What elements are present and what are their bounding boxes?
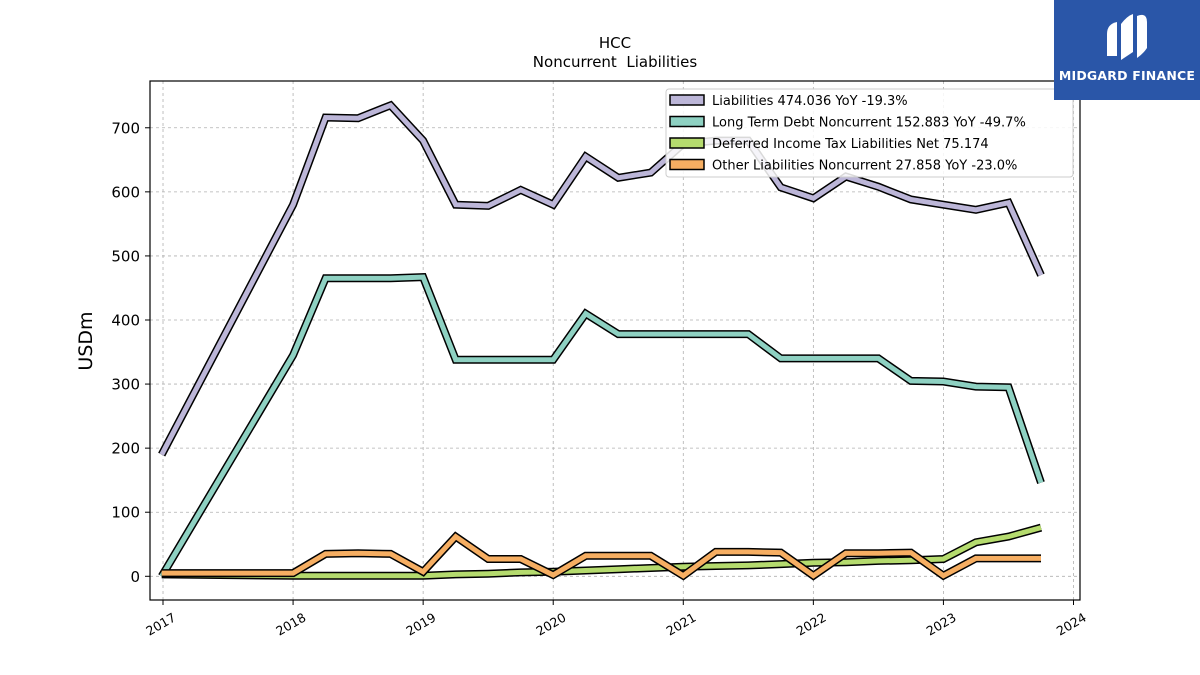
x-tick-label: 2019 [403,610,438,639]
y-tick-label: 300 [111,376,140,394]
y-axis-label: USDm [75,311,97,370]
series-1 [158,272,1045,579]
y-tick-label: 700 [111,119,140,137]
legend: Liabilities 474.036 YoY -19.3% Long Term … [665,88,1074,178]
x-tick-label: 2023 [924,610,959,639]
legend-label: Other Liabilities Noncurrent 27.858 YoY … [712,159,1017,174]
x-tick-label: 2020 [533,610,568,639]
series-line [161,533,1041,579]
y-tick-label: 400 [111,311,140,329]
chart-subtitle: Noncurrent Liabilities [533,53,698,71]
legend-swatch [669,137,705,149]
legend-label: Liabilities 474.036 YoY -19.3% [712,94,908,109]
series-line [159,274,1044,578]
y-tick-label: 500 [111,247,140,265]
x-tick-label: 2017 [143,610,178,639]
series-0 [158,100,1045,457]
x-tick-label: 2022 [794,610,829,639]
legend-box [665,88,1074,178]
series-layer [158,100,1045,581]
x-tick-label: 2021 [664,610,699,639]
x-tick-label: 2024 [1054,610,1089,639]
series-line [159,102,1044,456]
plot-frame [149,80,1081,601]
y-tick-label: 600 [111,183,140,201]
logo-text: MIDGARD FINANCE [1058,68,1196,83]
series-3 [161,531,1041,581]
series-line [161,525,1042,579]
legend-label: Deferred Income Tax Liabilities Net 75.1… [712,137,989,152]
chart-title: HCC [599,34,631,52]
logo-mark-icon [1107,14,1147,60]
y-tick-label: 100 [111,504,140,522]
y-tick-label: 0 [130,568,140,586]
legend-swatch [669,115,705,128]
brand-logo: MIDGARD FINANCE [1054,0,1200,100]
series-2 [161,523,1043,580]
legend-label: Long Term Debt Noncurrent 152.883 YoY -4… [712,116,1026,131]
x-tick-label: 2018 [273,610,308,639]
y-tick-label: 200 [111,440,140,458]
legend-swatch [669,94,705,106]
legend-swatch [669,158,705,171]
